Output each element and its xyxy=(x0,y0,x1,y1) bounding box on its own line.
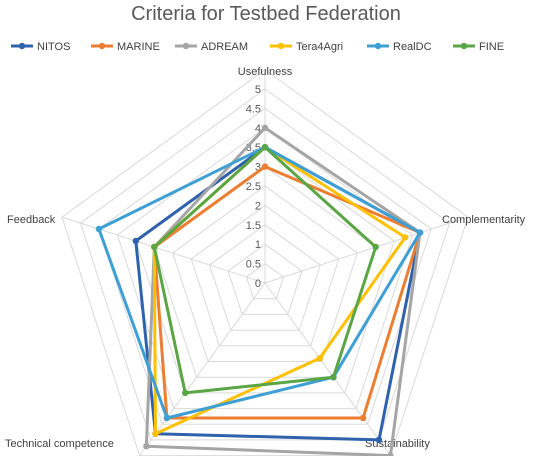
legend-marker xyxy=(18,42,26,50)
legend-label: ADREAM xyxy=(201,41,248,53)
data-point xyxy=(359,414,367,422)
grid-spoke xyxy=(139,282,266,456)
legend-marker xyxy=(460,42,468,50)
data-point xyxy=(330,374,337,381)
series-fine xyxy=(151,144,379,397)
data-point xyxy=(375,436,383,444)
grid-ring xyxy=(116,127,414,410)
tick-label: 0.5 xyxy=(246,259,261,271)
data-point xyxy=(261,124,269,131)
legend-item: MARINE xyxy=(91,41,160,53)
grid-ring xyxy=(227,243,303,315)
legend-marker xyxy=(374,42,382,50)
data-point xyxy=(261,163,269,170)
legend-marker xyxy=(98,42,106,50)
legend-marker xyxy=(182,42,190,50)
series-line xyxy=(144,126,422,456)
tick-label: 2 xyxy=(255,200,261,212)
tick-label: 1 xyxy=(255,239,261,251)
data-point xyxy=(95,225,103,233)
legend-label: FINE xyxy=(479,41,504,53)
axis-label: Usefulness xyxy=(238,66,293,78)
tick-label: 3 xyxy=(255,162,261,174)
grid-spoke xyxy=(264,282,391,456)
grid-ring xyxy=(98,107,432,425)
axis-labels: UsefulnessComplementaritySustainabilityT… xyxy=(5,66,526,450)
data-point xyxy=(316,355,323,362)
legend-item: Tera4Agri xyxy=(270,41,343,53)
grid-ring xyxy=(245,262,285,300)
series-group xyxy=(95,124,424,456)
legend-label: MARINE xyxy=(117,41,160,53)
legend-item: ADREAM xyxy=(175,41,248,53)
tick-label: 1.5 xyxy=(246,220,261,232)
data-point xyxy=(152,430,159,437)
grid-ring xyxy=(172,185,358,362)
grid-ring xyxy=(209,224,321,331)
legend-label: NITOS xyxy=(37,41,70,53)
grid-spoke xyxy=(264,216,469,284)
data-point xyxy=(132,237,139,245)
tick-label: 5 xyxy=(255,84,261,96)
grid-ring xyxy=(79,88,451,441)
grid-ring xyxy=(190,204,340,347)
data-point xyxy=(387,452,394,456)
tick-labels: 00.511.522.533.544.55 xyxy=(246,84,261,290)
data-point xyxy=(372,243,379,251)
axis-label: Feedback xyxy=(7,214,56,226)
tick-label: 2.5 xyxy=(246,181,261,193)
grid-spoke xyxy=(61,216,266,284)
legend: NITOS MARINE ADREAM Tera4Agri RealDC FINE xyxy=(11,41,504,53)
data-point xyxy=(182,389,189,397)
legend-item: FINE xyxy=(453,41,504,53)
series-line xyxy=(152,165,422,420)
data-point xyxy=(143,443,150,450)
data-point xyxy=(416,229,424,236)
legend-label: Tera4Agri xyxy=(296,41,343,53)
data-point xyxy=(261,144,269,151)
data-point xyxy=(151,243,158,251)
legend-label: RealDC xyxy=(393,41,432,53)
series-line xyxy=(152,145,378,395)
tick-label: 4 xyxy=(255,123,261,135)
tick-label: 0 xyxy=(255,278,261,290)
legend-marker xyxy=(277,42,285,50)
series-line xyxy=(97,145,422,420)
legend-item: NITOS xyxy=(11,41,70,53)
legend-item: RealDC xyxy=(367,41,432,53)
tick-label: 4.5 xyxy=(246,103,261,115)
axis-label: Technical competence xyxy=(5,438,114,450)
data-point xyxy=(402,234,409,241)
axis-label: Complementarity xyxy=(442,214,526,226)
chart-title: Criteria for Testbed Federation xyxy=(131,3,401,25)
data-point xyxy=(163,414,171,422)
